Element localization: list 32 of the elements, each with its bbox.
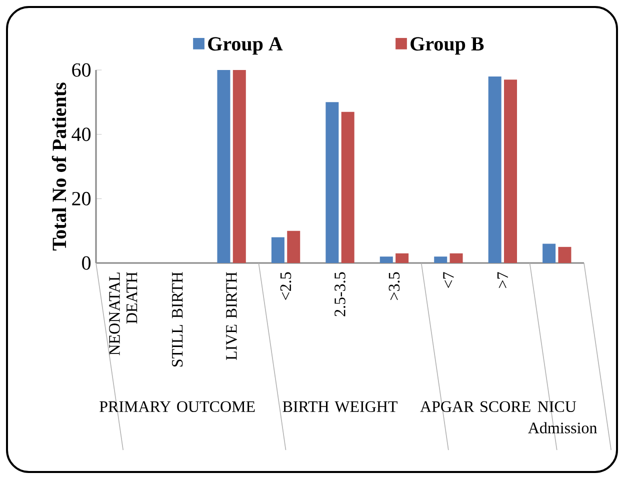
x-tick-label: <7 [443,272,454,288]
bar [287,230,300,264]
bar [504,80,518,264]
bar [542,244,556,264]
y-tick-label: 0 [82,256,91,270]
bar [380,256,393,264]
y-tick-label: 40 [72,128,91,142]
bar [217,70,230,264]
bar [232,70,246,264]
bar [341,112,354,264]
x-tick-label: <2.5 [280,272,292,300]
bar [488,76,502,264]
x-tick-label: >7 [497,272,508,288]
bar [396,253,409,264]
x-tick-label: 2.5-3.5 [334,272,346,316]
x-tick-label: >3.5 [388,272,400,300]
y-tick-label: 20 [72,192,91,206]
text: BIRTH WEIGHT [282,401,398,412]
legend-label: Group B [410,37,484,55]
text: APGAR SCORE [420,401,530,412]
x-tick-label: LIVE BIRTH [226,272,237,360]
text: PRIMARY OUTCOME [100,401,255,412]
x-tick-label: STILL BIRTH [172,272,183,366]
bar [326,102,339,264]
bar [450,253,463,264]
y-tick-label: 60 [72,63,91,77]
bar [271,237,284,264]
bar [434,256,448,264]
y-axis-title: Total No of Patients [52,82,66,251]
bar [558,246,572,264]
x-tick-label: NEONATAL DEATH [109,272,138,356]
legend-label: Group A [208,37,283,55]
